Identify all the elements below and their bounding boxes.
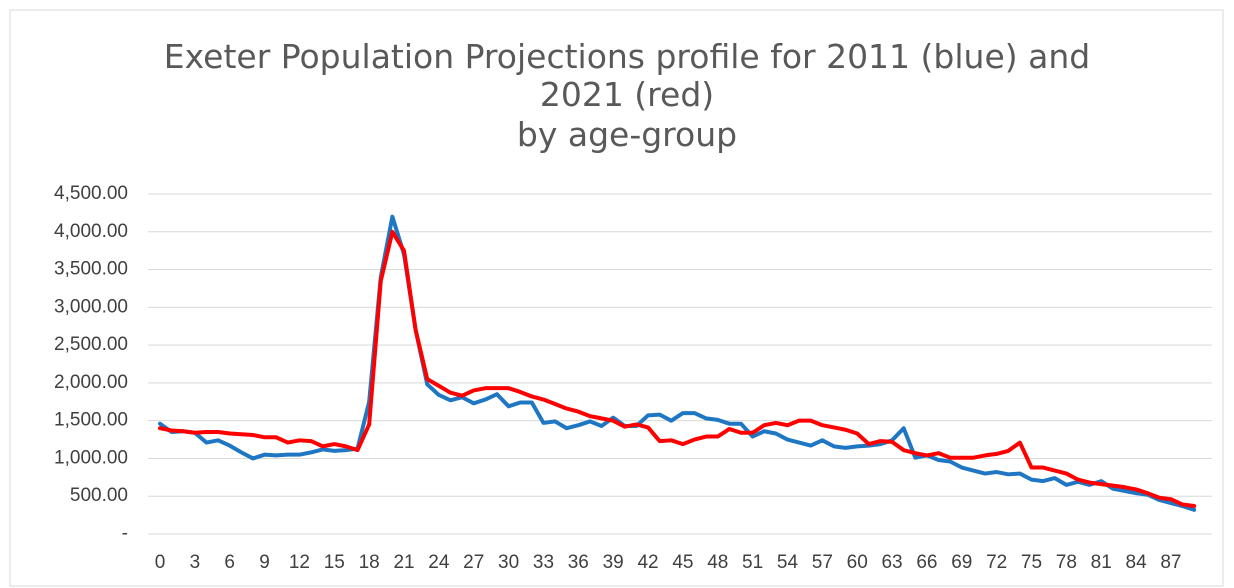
x-tick-label: 6 [224,552,235,573]
y-tick-label: 3,500.00 [54,259,128,280]
x-tick-label: 18 [359,552,380,573]
chart-title: Exeter Population Projections profile fo… [164,37,1090,76]
x-tick-label: 42 [637,552,658,573]
y-tick-label: 4,500.00 [54,183,128,204]
data-line [158,229,1197,509]
x-tick-label: 21 [393,552,414,573]
x-tick-label: 15 [324,552,345,573]
chart-title: by age-group [517,115,737,154]
x-tick-label: 0 [155,552,166,573]
x-tick-label: 51 [742,552,763,573]
y-tick-label: 500.00 [70,485,128,506]
x-tick-label: 81 [1091,552,1112,573]
y-tick-label: 2,500.00 [54,334,128,355]
chart-title: 2021 (red) [540,75,714,114]
x-tick-label: 84 [1126,552,1148,573]
x-tick-label: 24 [428,552,450,573]
y-tick-label: - [122,523,128,544]
y-tick-label: 4,000.00 [54,221,128,242]
y-tick-label: 3,000.00 [54,296,128,317]
x-tick-label: 54 [777,552,799,573]
x-tick-label: 57 [812,552,833,573]
x-tick-label: 39 [603,552,624,573]
x-tick-label: 36 [568,552,589,573]
data-line [158,214,1197,512]
x-tick-label: 12 [289,552,310,573]
x-tick-label: 27 [463,552,484,573]
x-tick-label: 75 [1021,552,1042,573]
y-tick-label: 1,500.00 [54,410,128,431]
x-tick-label: 78 [1056,552,1077,573]
y-tick-label: 2,000.00 [54,372,128,393]
x-tick-label: 69 [951,552,972,573]
x-tick-label: 72 [986,552,1007,573]
x-tick-label: 33 [533,552,554,573]
x-tick-label: 48 [707,552,728,573]
x-tick-label: 9 [259,552,270,573]
x-tick-label: 66 [916,552,937,573]
x-tick-label: 87 [1160,552,1181,573]
x-tick-label: 45 [672,552,693,573]
x-tick-label: 63 [881,552,902,573]
x-tick-label: 30 [498,552,519,573]
x-tick-label: 60 [847,552,868,573]
chart-frame [9,9,1224,587]
x-tick-label: 3 [190,552,201,573]
y-tick-label: 1,000.00 [54,447,128,468]
